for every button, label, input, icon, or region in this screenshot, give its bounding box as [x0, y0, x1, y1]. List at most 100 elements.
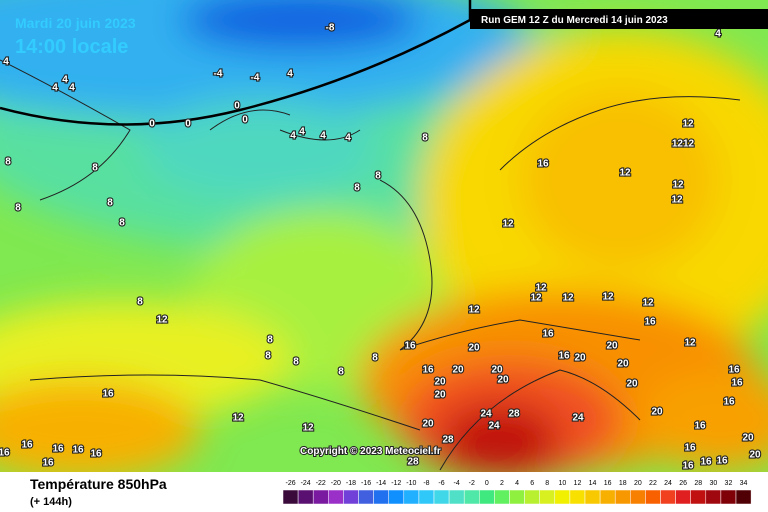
contour-label: 4	[320, 131, 326, 142]
scale-swatch	[735, 489, 752, 505]
contour-label: 12	[672, 180, 684, 191]
scale-label: 14	[589, 480, 597, 487]
contour-label: 0	[234, 101, 240, 112]
contour-label: 20	[651, 407, 663, 418]
contour-label: 12	[156, 315, 168, 326]
scale-label: 12	[574, 480, 582, 487]
scale-label: 34	[740, 480, 748, 487]
run-banner	[470, 9, 768, 29]
contour-label: 16	[700, 457, 712, 468]
contour-label: 8	[119, 218, 125, 229]
contour-label: 12	[502, 219, 514, 230]
scale-swatch	[358, 489, 374, 505]
scale-label: -4	[454, 480, 460, 487]
field-title: Température 850hPa	[30, 476, 167, 492]
contour-label: 4	[715, 29, 721, 40]
contour-label: 4	[287, 69, 293, 80]
contour-label: 8	[267, 335, 273, 346]
contour-label: 16	[72, 445, 84, 456]
contour-label: 12	[530, 293, 542, 304]
contour-label: 8	[354, 183, 360, 194]
contour-label: 8	[107, 198, 113, 209]
contour-label: 1212	[672, 139, 695, 150]
valid-date: Mardi 20 juin 2023	[15, 15, 136, 31]
contour-label: -8	[326, 23, 335, 34]
contour-label: 20	[452, 365, 464, 376]
scale-swatch	[705, 489, 722, 505]
scale-swatch	[569, 489, 586, 505]
scale-label: 10	[558, 480, 566, 487]
scale-swatch	[720, 489, 737, 505]
scale-swatch	[660, 489, 676, 505]
contour-label: 4	[345, 133, 351, 144]
contour-label: 16	[558, 351, 570, 362]
contour-label: 8	[5, 157, 11, 168]
contour-label: 28	[508, 409, 520, 420]
scale-swatch	[614, 489, 631, 505]
contour-label: 16	[52, 444, 64, 455]
contour-label: 24	[488, 421, 500, 432]
scale-label: -16	[361, 480, 371, 487]
contour-label: 20	[606, 341, 618, 352]
scale-swatch	[297, 489, 314, 505]
run-info: Run GEM 12 Z du Mercredi 14 juin 2023	[481, 15, 668, 26]
contour-label: 16	[723, 397, 735, 408]
scale-label: -6	[438, 480, 444, 487]
contour-label: 20	[574, 353, 586, 364]
scale-swatch	[539, 489, 556, 505]
scale-label: 16	[604, 480, 612, 487]
coastlines	[0, 59, 741, 471]
scale-label: -20	[331, 480, 341, 487]
contour-label: 20	[434, 377, 446, 388]
scale-swatch	[599, 489, 616, 505]
contour-label: 16	[90, 449, 102, 460]
contour-label: 16	[0, 448, 10, 459]
contour-label: 16	[102, 389, 114, 400]
contour-label: 16	[422, 365, 434, 376]
scale-swatch	[328, 489, 344, 505]
scale-swatch	[312, 489, 329, 505]
scale-label: 24	[664, 480, 672, 487]
contour-label: 12	[302, 423, 314, 434]
contour-label: 20	[422, 419, 434, 430]
scale-swatch	[282, 489, 299, 505]
contour-label: 24	[480, 409, 492, 420]
contour-label: 20	[468, 343, 480, 354]
scale-swatch	[554, 489, 571, 505]
scale-swatch	[433, 489, 450, 505]
scale-label: 32	[725, 480, 733, 487]
scale-label: 20	[634, 480, 642, 487]
contour-label: 16	[728, 365, 740, 376]
contour-label: 16	[716, 456, 728, 467]
contour-label: -4	[251, 73, 260, 84]
scale-label: 22	[649, 480, 657, 487]
scale-label: -22	[316, 480, 326, 487]
contour-label: 8	[293, 357, 299, 368]
scale-swatch	[630, 489, 646, 505]
contour-label: 0	[185, 119, 191, 130]
contour-label: 16	[404, 341, 416, 352]
scale-label: 2	[500, 480, 504, 487]
temperature-field	[0, 0, 768, 480]
contour-label: 16	[682, 461, 694, 472]
scale-swatch	[494, 489, 510, 505]
scale-label: -8	[423, 480, 429, 487]
contour-label: 8	[137, 297, 143, 308]
contour-label: 4	[52, 83, 58, 94]
scale-label: 6	[530, 480, 534, 487]
scale-swatch	[524, 489, 540, 505]
contour-label: 12	[602, 292, 614, 303]
scale-label: -18	[346, 480, 356, 487]
contour-label: 12	[535, 283, 547, 294]
contour-label: 4	[299, 127, 305, 138]
scale-label: 8	[545, 480, 549, 487]
contour-label: 20	[742, 433, 754, 444]
scale-swatch	[645, 489, 661, 505]
contour-label: 16	[731, 378, 743, 389]
scale-swatch	[418, 489, 435, 505]
contour-label: 8	[338, 367, 344, 378]
scale-label: -10	[406, 480, 416, 487]
scale-label: 30	[709, 480, 717, 487]
contour-label: 20	[497, 375, 509, 386]
